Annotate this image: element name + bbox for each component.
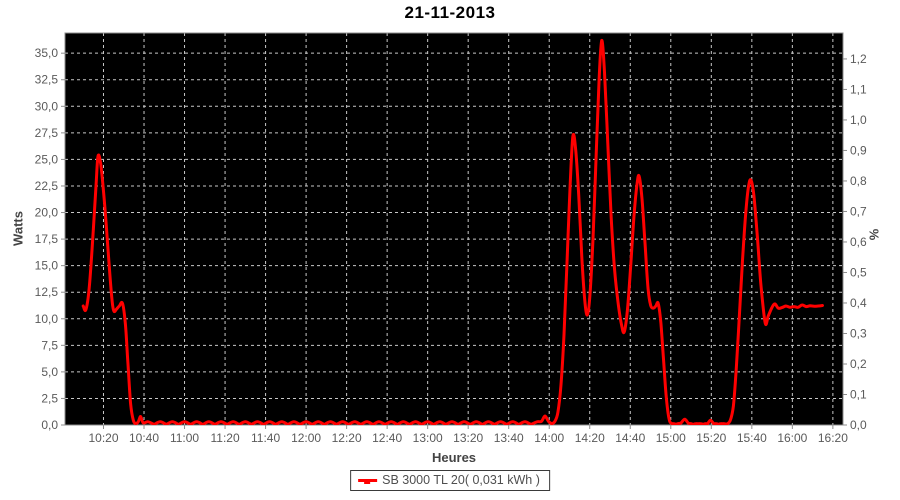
series-line bbox=[81, 38, 824, 425]
x-tick-label: 11:00 bbox=[170, 431, 199, 445]
x-tick-label: 14:20 bbox=[575, 431, 605, 445]
x-tick-label: 10:20 bbox=[88, 431, 118, 445]
y-left-tick-label: 27,5 bbox=[35, 126, 59, 140]
y-left-tick-label: 2,5 bbox=[41, 391, 58, 405]
y-right-tick-label: 0,9 bbox=[850, 143, 867, 157]
y-left-tick-label: 20,0 bbox=[35, 206, 59, 220]
y-axis-title-left: Watts bbox=[10, 211, 26, 246]
y-left-tick-label: 35,0 bbox=[35, 46, 59, 60]
y-right-tick-label: 0,8 bbox=[850, 174, 867, 188]
y-left-tick-label: 0,0 bbox=[41, 418, 58, 432]
x-tick-label: 11:40 bbox=[251, 431, 280, 445]
x-axis-title: Heures bbox=[431, 450, 477, 465]
y-left-tick-label: 25,0 bbox=[35, 152, 59, 166]
x-tick-label: 16:00 bbox=[777, 431, 807, 445]
y-right-tick-label: 0,5 bbox=[850, 265, 867, 279]
y-left-tick-label: 30,0 bbox=[35, 99, 59, 113]
plot-outline bbox=[64, 32, 844, 426]
x-tick-label: 15:20 bbox=[696, 431, 726, 445]
x-tick-label: 13:00 bbox=[413, 431, 443, 445]
y-right-tick-label: 1,0 bbox=[850, 113, 867, 127]
y-right-tick-label: 0,3 bbox=[850, 326, 867, 340]
x-tick-label: 15:40 bbox=[737, 431, 767, 445]
x-tick-label: 16:20 bbox=[818, 431, 848, 445]
x-tick-label: 13:20 bbox=[453, 431, 483, 445]
y-left-tick-label: 22,5 bbox=[35, 179, 59, 193]
x-tick-label: 14:00 bbox=[534, 431, 564, 445]
y-left-tick-label: 5,0 bbox=[41, 365, 58, 379]
y-left-tick-label: 7,5 bbox=[41, 338, 58, 352]
chart-title: 21-11-2013 bbox=[404, 3, 496, 22]
y-right-tick-label: 0,0 bbox=[850, 418, 867, 432]
x-tick-label: 12:00 bbox=[291, 431, 321, 445]
legend: SB 3000 TL 20( 0,031 kWh ) bbox=[350, 470, 550, 491]
plot-area bbox=[65, 33, 843, 425]
x-tick-label: 10:40 bbox=[129, 431, 159, 445]
x-tick-label: 11:20 bbox=[210, 431, 239, 445]
x-tick-label: 12:40 bbox=[372, 431, 402, 445]
y-right-tick-label: 0,2 bbox=[850, 357, 867, 371]
y-left-tick-label: 15,0 bbox=[35, 259, 59, 273]
y-right-tick-label: 0,1 bbox=[850, 387, 867, 401]
legend-line-swatch-icon bbox=[358, 476, 378, 485]
y-left-tick-label: 17,5 bbox=[35, 232, 59, 246]
y-left-tick-label: 10,0 bbox=[35, 312, 59, 326]
legend-series-label: SB 3000 TL 20( 0,031 kWh ) bbox=[382, 473, 540, 487]
x-tick-label: 13:40 bbox=[494, 431, 524, 445]
y-right-tick-label: 1,2 bbox=[850, 52, 867, 66]
y-right-tick-label: 0,7 bbox=[850, 204, 867, 218]
y-right-tick-label: 0,4 bbox=[850, 296, 867, 310]
x-tick-label: 12:20 bbox=[332, 431, 362, 445]
y-right-tick-label: 0,6 bbox=[850, 235, 867, 249]
y-left-tick-label: 12,5 bbox=[35, 285, 59, 299]
y-axis-title-right: % bbox=[866, 228, 882, 241]
x-tick-label: 15:00 bbox=[656, 431, 686, 445]
x-tick-label: 14:40 bbox=[615, 431, 645, 445]
y-right-tick-label: 1,1 bbox=[850, 82, 867, 96]
y-left-tick-label: 32,5 bbox=[35, 73, 59, 87]
